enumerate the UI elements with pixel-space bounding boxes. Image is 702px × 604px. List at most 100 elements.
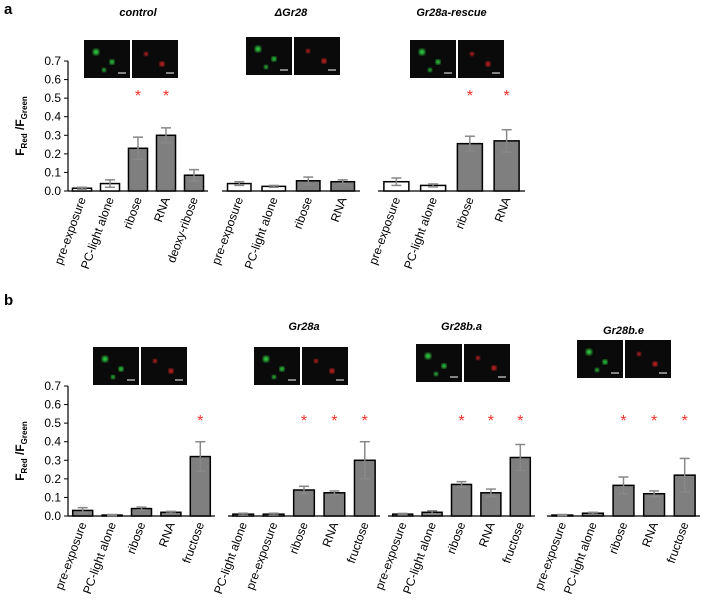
y-axis-label-part: Green	[20, 421, 29, 444]
micrograph	[302, 347, 348, 385]
y-tick-label: 0.7	[44, 54, 61, 68]
micrograph	[464, 344, 510, 382]
cell	[434, 372, 438, 376]
x-tick-label: ribose	[444, 520, 468, 556]
panel-label: b	[4, 292, 13, 309]
x-tick-label: fructose	[179, 520, 207, 565]
panel-title: Gr28a	[288, 321, 319, 333]
x-tick-label: fructose	[499, 520, 527, 565]
x-tick-label: ribose	[124, 520, 148, 556]
y-tick-label: 0.4	[44, 110, 61, 124]
micrograph	[246, 37, 292, 75]
y-axis-label-part: F	[13, 473, 27, 480]
micrograph	[294, 37, 340, 75]
cell	[435, 59, 441, 65]
cell	[102, 356, 108, 362]
bar	[323, 492, 346, 517]
cell	[263, 356, 269, 362]
x-tick-label: pre-exposure	[243, 520, 280, 592]
x-tick-label: RNA	[151, 195, 173, 224]
y-axis-label-part: /F	[13, 444, 27, 458]
y-tick-label: 0.6	[44, 73, 61, 87]
cell	[93, 49, 99, 55]
y-tick-label: 0.1	[44, 165, 61, 179]
panel-title: control	[119, 7, 157, 19]
cell	[652, 361, 658, 367]
y-tick-label: 0.5	[44, 91, 61, 105]
micrograph	[625, 340, 671, 378]
bar	[450, 483, 473, 517]
micrograph	[416, 344, 462, 382]
x-tick-label: ribose	[286, 520, 310, 556]
cell	[491, 365, 497, 371]
micrograph	[458, 40, 504, 78]
x-tick-label: fructose	[664, 520, 692, 565]
cell	[321, 58, 327, 64]
micrograph	[577, 340, 623, 378]
y-tick-label: 0.7	[44, 379, 61, 393]
cell	[306, 49, 310, 53]
cell	[428, 68, 432, 72]
micrograph	[410, 40, 456, 78]
cell	[441, 363, 447, 369]
x-tick-label: pre-exposure	[366, 195, 403, 267]
x-tick-label: RNA	[156, 520, 178, 549]
x-tick-label: ribose	[291, 195, 315, 231]
y-axis-label: FRed /FGreen	[13, 96, 29, 156]
bar	[155, 134, 177, 192]
significance-marker: *	[163, 88, 169, 105]
cell	[109, 59, 115, 65]
x-tick-label: pre-exposure	[209, 195, 246, 267]
panel-title: Gr28a-rescue	[416, 7, 486, 19]
cell	[419, 49, 425, 55]
significance-marker: *	[488, 413, 494, 430]
cell	[470, 52, 474, 56]
significance-marker: *	[620, 413, 626, 430]
x-tick-label: PC-light alone	[401, 195, 440, 271]
significance-marker: *	[301, 413, 307, 430]
panel-title: ΔGr28	[274, 7, 308, 19]
x-tick-label: ribose	[452, 195, 476, 231]
cell	[144, 52, 148, 56]
x-tick-label: PC-light alone	[242, 195, 281, 271]
x-tick-label: fructose	[344, 520, 372, 565]
cell	[485, 61, 491, 67]
significance-marker: *	[458, 413, 464, 430]
significance-marker: *	[682, 413, 688, 430]
y-tick-label: 0.5	[44, 416, 61, 430]
cell	[271, 56, 277, 62]
cell	[637, 352, 641, 356]
y-tick-label: 0.1	[44, 490, 61, 504]
significance-marker: *	[331, 413, 337, 430]
significance-marker: *	[362, 413, 368, 430]
cell	[279, 366, 285, 372]
y-tick-label: 0.0	[44, 184, 61, 198]
micrograph	[132, 40, 178, 78]
cell	[102, 68, 106, 72]
y-tick-label: 0.2	[44, 472, 61, 486]
cell	[595, 368, 599, 372]
y-axis-label-part: Red	[20, 133, 29, 148]
y-tick-label: 0.3	[44, 453, 61, 467]
cell	[153, 359, 157, 363]
panel-title: Gr28b.e	[603, 325, 644, 337]
y-tick-label: 0.4	[44, 435, 61, 449]
cell	[118, 366, 124, 372]
cell	[264, 65, 268, 69]
y-axis-label-part: F	[13, 148, 27, 155]
cell	[168, 368, 174, 374]
significance-marker: *	[651, 413, 657, 430]
x-tick-label: ribose	[606, 520, 630, 556]
micrograph	[84, 40, 130, 78]
y-tick-label: 0.2	[44, 147, 61, 161]
y-axis-label-part: /F	[13, 119, 27, 133]
cell	[314, 359, 318, 363]
y-axis-label-part: Green	[20, 96, 29, 119]
x-tick-label: ribose	[120, 195, 144, 231]
cell	[329, 368, 335, 374]
y-axis-label: FRed /FGreen	[13, 421, 29, 481]
micrograph	[141, 347, 187, 385]
cell	[586, 349, 592, 355]
significance-marker: *	[517, 413, 523, 430]
x-tick-label: RNA	[319, 520, 341, 549]
